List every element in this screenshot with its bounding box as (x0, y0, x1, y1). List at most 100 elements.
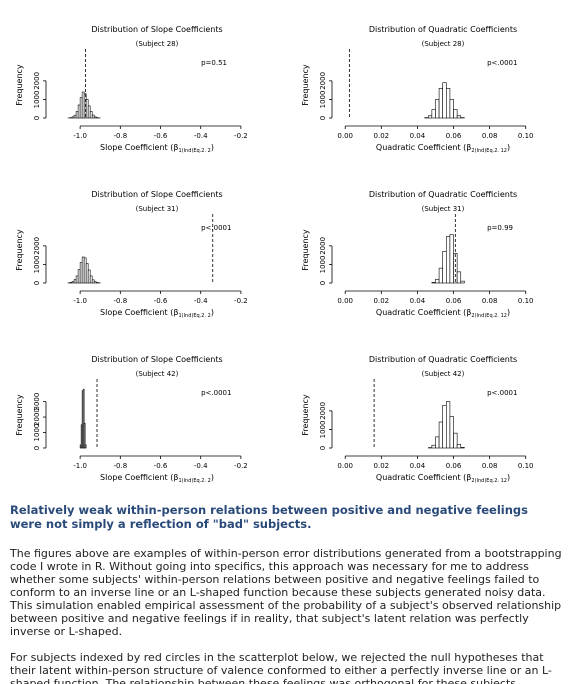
x-tick-label: -0.8 (113, 132, 127, 140)
document: Relatively weak within-person relations … (10, 503, 562, 684)
histogram-bar (82, 388, 85, 449)
x-axis-label-main: Quadratic Coefficient (β (376, 143, 472, 152)
y-tick-label: 2000 (33, 237, 41, 255)
histogram-bar (81, 91, 85, 119)
histogram-bar (431, 282, 436, 284)
histogram-bar (438, 421, 443, 449)
x-tick-label: 0.08 (482, 132, 498, 140)
histogram-bar (449, 416, 454, 449)
x-axis-label-main: Quadratic Coefficient (β (376, 308, 472, 317)
histogram-bar (91, 114, 95, 119)
x-tick-label: 0.00 (337, 462, 353, 470)
histogram-bar (69, 282, 73, 284)
histogram-bar (85, 263, 89, 284)
x-axis-label-sub: 2(Ind)Eq.2. 12 (471, 478, 507, 484)
x-tick-label: 0.08 (482, 297, 498, 305)
histogram-bar (442, 404, 447, 449)
heading: Relatively weak within-person relations … (10, 503, 528, 531)
x-axis-label-main: Slope Coefficient (β (100, 308, 178, 317)
x-tick-label: -0.6 (154, 132, 168, 140)
y-axis-label: Frequency (15, 394, 24, 436)
x-tick-label: -0.4 (194, 462, 208, 470)
histogram-bar (79, 97, 83, 119)
chart-subtitle: (Subject 31) (422, 205, 465, 213)
histogram-bar (81, 256, 85, 284)
x-tick-label: 0.10 (518, 132, 534, 140)
x-tick-label: -0.2 (234, 297, 248, 305)
chart-title: Distribution of Quadratic Coefficients (369, 355, 517, 364)
x-tick-label: -0.8 (113, 297, 127, 305)
x-axis-label-end: ) (507, 143, 510, 152)
histogram-bar (449, 99, 454, 119)
y-tick-label: 2000 (319, 72, 327, 90)
x-tick-label: -1.0 (73, 132, 87, 140)
charts: Distribution of Slope Coefficients (Subje… (15, 25, 534, 484)
x-tick-label: 0.06 (446, 462, 462, 470)
histogram-bar (93, 116, 97, 119)
x-axis-label-sub: 1(Ind)Eq.2. 2 (178, 148, 210, 154)
y-tick-label: 1000 (33, 91, 41, 109)
histogram-bar (431, 109, 436, 119)
histogram-bar (453, 252, 458, 284)
histogram-panel: Distribution of Slope Coefficients (Subje… (15, 190, 248, 319)
histogram-panel: Distribution of Slope Coefficients (Subje… (15, 25, 248, 154)
histogram-bar (438, 267, 443, 284)
histogram-bar (89, 275, 93, 284)
histogram-bar (75, 275, 79, 284)
y-tick-label: 1000 (319, 91, 327, 109)
histogram-bar (435, 99, 440, 119)
histogram-bar (431, 444, 436, 449)
y-tick-label: 0 (319, 281, 327, 285)
histogram-bar (453, 109, 458, 119)
histogram-bar (87, 105, 91, 119)
histogram-bar (456, 443, 462, 449)
x-tick-label: 0.00 (337, 132, 353, 140)
y-tick-label: 0 (33, 446, 41, 450)
y-tick-label: 1000 (33, 424, 41, 442)
x-axis-label-sub: 1(Ind)Eq.2. 2 (178, 313, 210, 319)
y-tick-label: 1000 (319, 256, 327, 274)
y-axis-label: Frequency (301, 229, 310, 271)
x-tick-label: 0.02 (374, 297, 390, 305)
x-axis-label-end: ) (211, 308, 214, 317)
x-axis-label: Quadratic Coefficient (β2(Ind)Eq.2. 12) (376, 143, 510, 154)
histogram-bar (79, 262, 83, 284)
p-value: p=0.51 (201, 59, 227, 67)
histogram-bar (84, 444, 87, 449)
histogram-bar (456, 271, 462, 284)
chart-title: Distribution of Quadratic Coefficients (369, 190, 517, 199)
p-value: p<.0001 (201, 389, 231, 397)
chart-title: Distribution of Slope Coefficients (91, 355, 222, 364)
histogram-bar (83, 422, 86, 449)
x-axis-label-sub: 2(Ind)Eq.2. 12 (471, 313, 507, 319)
histogram-bar (83, 257, 87, 284)
x-tick-label: -0.4 (194, 297, 208, 305)
chart-title: Distribution of Slope Coefficients (91, 190, 222, 199)
x-axis-label: Quadratic Coefficient (β2(Ind)Eq.2. 12) (376, 308, 510, 319)
x-tick-label: -0.4 (194, 132, 208, 140)
x-tick-label: 0.04 (410, 297, 426, 305)
x-axis-label: Slope Coefficient (β1(Ind)Eq.2. 2) (100, 308, 214, 319)
x-tick-label: -0.2 (234, 132, 248, 140)
x-tick-label: 0.10 (518, 297, 534, 305)
x-tick-label: -0.6 (154, 462, 168, 470)
x-axis-label-main: Quadratic Coefficient (β (376, 473, 472, 482)
histogram-bar (460, 447, 465, 449)
x-tick-label: 0.08 (482, 462, 498, 470)
histogram-bar (446, 401, 451, 449)
y-tick-label: 2000 (33, 72, 41, 90)
x-tick-label: -1.0 (73, 297, 87, 305)
paragraph: The figures above are examples of within… (10, 547, 562, 638)
x-tick-label: 0.10 (518, 462, 534, 470)
histogram-bar (73, 279, 77, 284)
histogram-bar (73, 114, 77, 119)
p-value: p=0.99 (487, 224, 513, 232)
x-axis-label-end: ) (507, 308, 510, 317)
x-tick-label: -0.2 (234, 462, 248, 470)
histogram-bar (427, 115, 433, 119)
y-tick-label: 2000 (319, 237, 327, 255)
histogram-bar (456, 115, 462, 119)
p-value: p<.0001 (201, 224, 231, 232)
histogram-bar (453, 432, 458, 449)
